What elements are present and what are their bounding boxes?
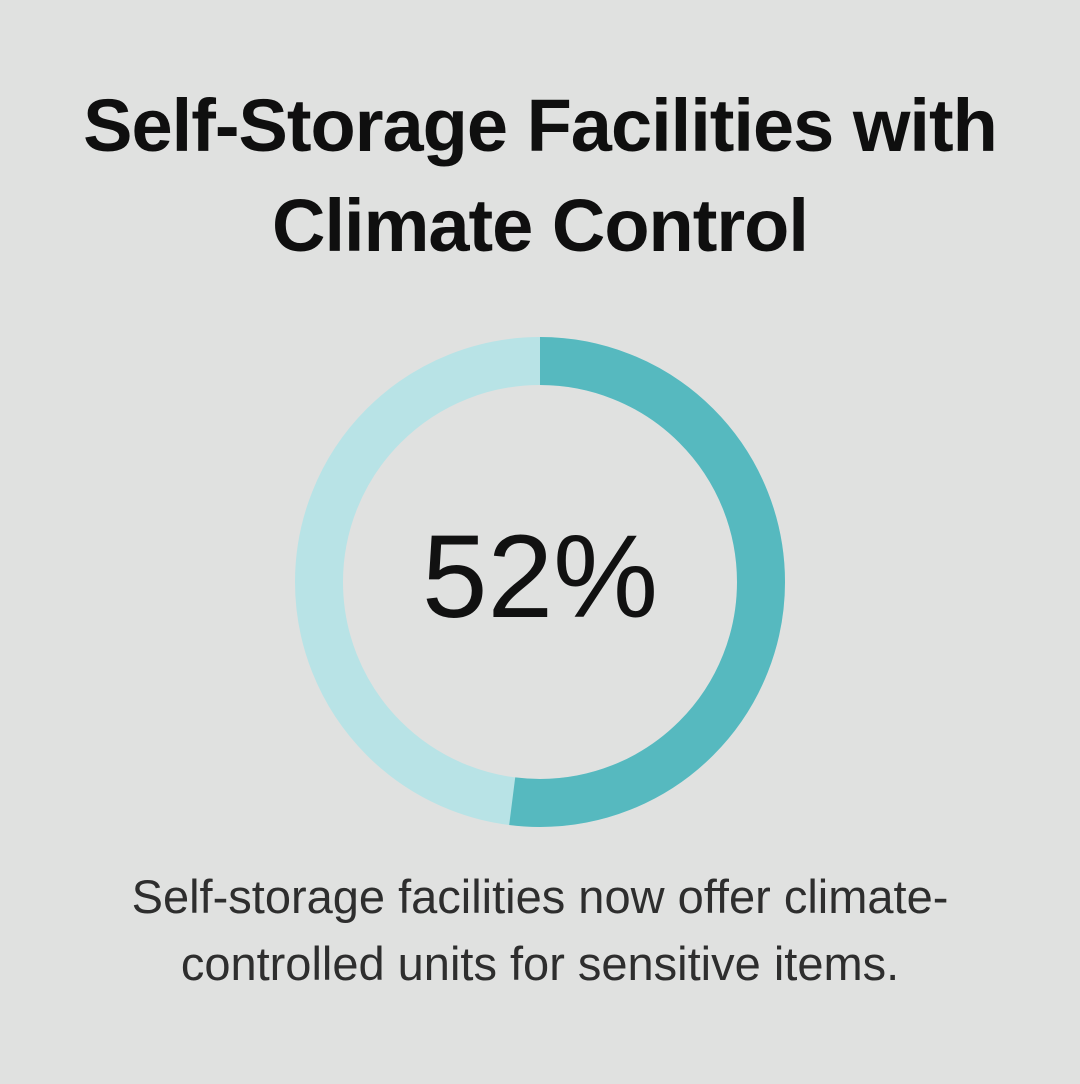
page-title: Self-Storage Facilities with Climate Con…	[83, 84, 998, 267]
donut-chart: 52%	[295, 337, 785, 827]
donut-center-label: 52%	[421, 511, 659, 644]
donut-chart-svg	[295, 337, 785, 827]
caption-text: Self-storage facilities now offer climat…	[131, 870, 949, 990]
donut-value-segment	[295, 337, 785, 827]
